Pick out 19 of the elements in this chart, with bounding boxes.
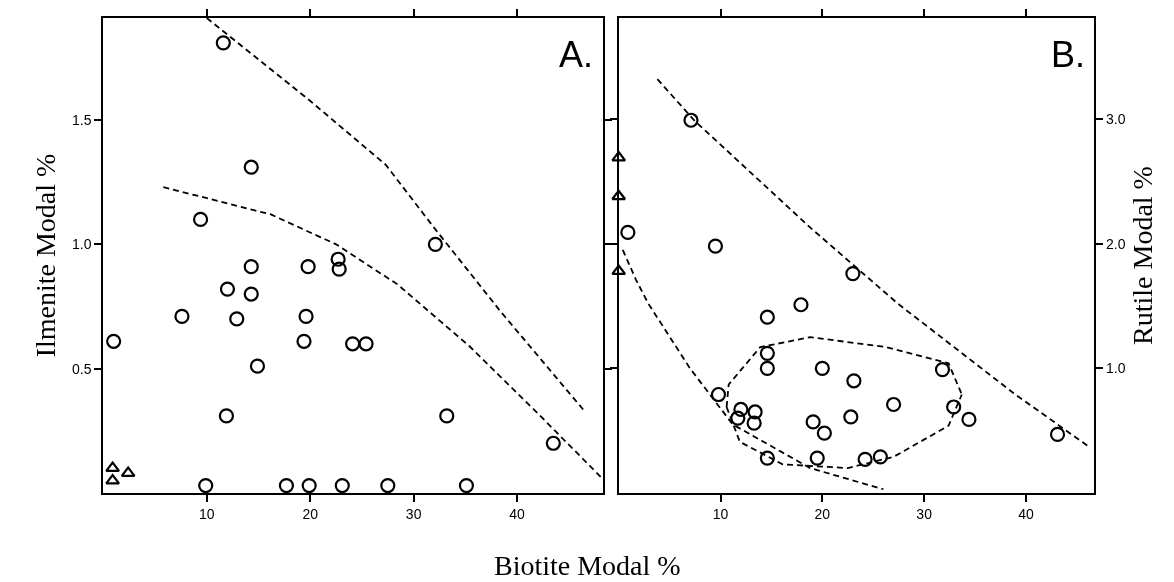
x-tick-label: 10 bbox=[198, 505, 215, 522]
annotation: B. bbox=[1051, 34, 1086, 75]
y2-tick-label: 3.0 bbox=[1105, 110, 1126, 127]
x-tick-label: 10 bbox=[712, 505, 729, 522]
x-axis-title: Biotite Modal % bbox=[494, 550, 681, 581]
x-tick-label: 20 bbox=[814, 505, 831, 522]
x-tick-label: 40 bbox=[1018, 505, 1034, 522]
y-tick-label: 1.5 bbox=[72, 111, 92, 128]
y-tick-label: 0.5 bbox=[72, 360, 92, 377]
annotation: A. bbox=[559, 34, 594, 75]
x-tick-label: 40 bbox=[509, 505, 526, 522]
y-axis-title: Ilmenite Modal % bbox=[30, 153, 62, 358]
x-tick-label: 30 bbox=[405, 505, 422, 522]
y2-tick-label: 1.0 bbox=[1105, 360, 1126, 377]
x-tick-label: 30 bbox=[916, 505, 933, 522]
x-tick-label: 20 bbox=[302, 505, 319, 522]
y2-axis-title: Rutile Modal % bbox=[1127, 166, 1159, 345]
y-tick-label: 1.0 bbox=[72, 236, 92, 253]
y2-tick-label: 2.0 bbox=[1105, 235, 1126, 252]
